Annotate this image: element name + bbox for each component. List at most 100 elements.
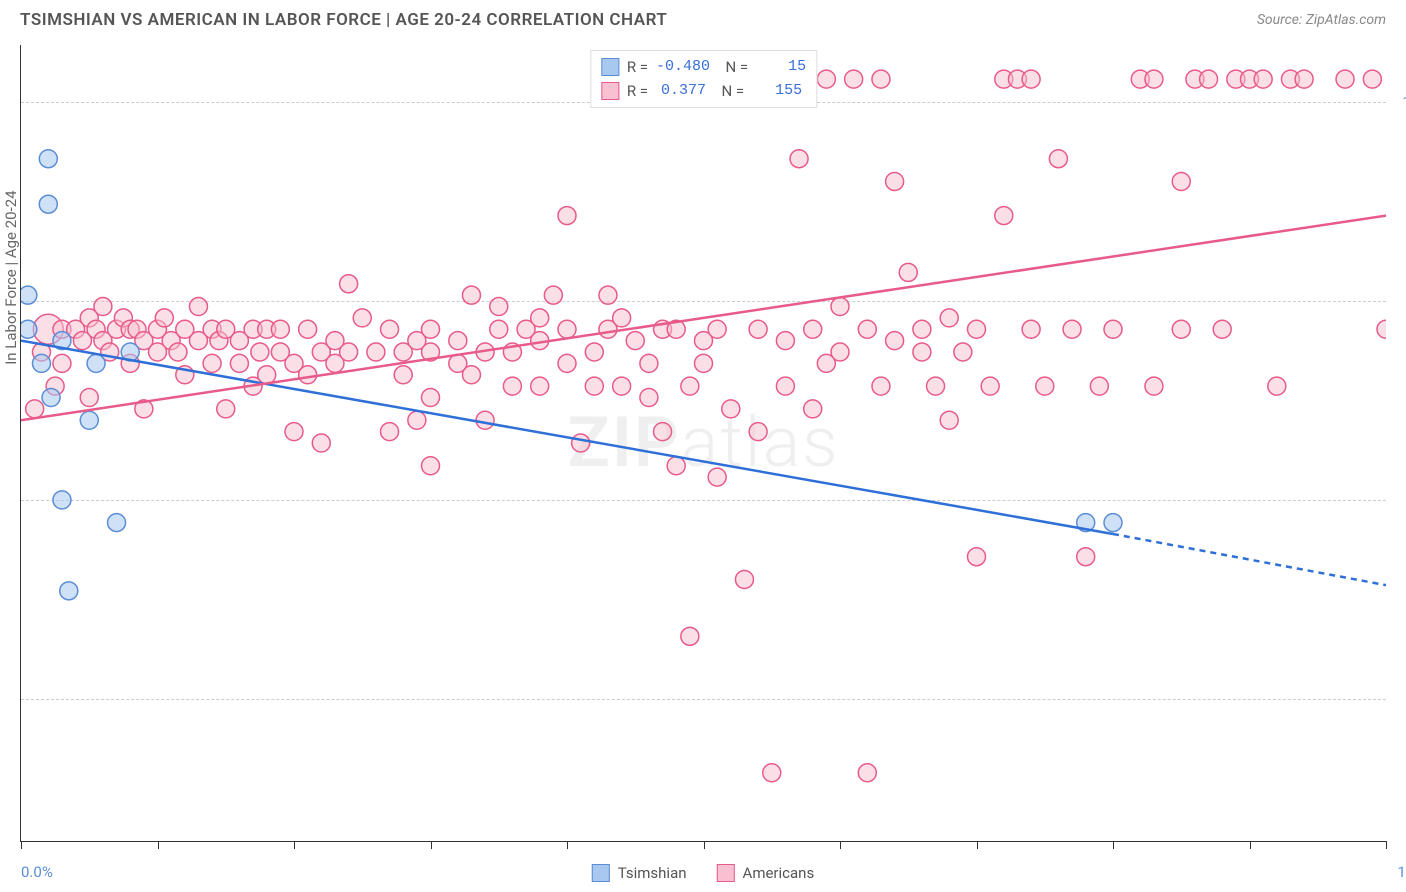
scatter-point [1172,172,1190,190]
scatter-point [1254,70,1272,88]
scatter-point [1200,70,1218,88]
correlation-legend: R = -0.480 N = 15 R = 0.377 N = 155 [590,50,817,108]
scatter-point [21,286,37,304]
x-tick [21,841,22,849]
scatter-point [422,320,440,338]
scatter-point [42,389,60,407]
scatter-point [872,70,890,88]
scatter-point [654,423,672,441]
scatter-point [285,423,303,441]
scatter-point [845,70,863,88]
scatter-point [1036,377,1054,395]
scatter-point [340,343,358,361]
scatter-point [87,354,105,372]
legend-swatch-americans [601,82,619,100]
chart-title: TSIMSHIAN VS AMERICAN IN LABOR FORCE | A… [20,10,667,30]
x-tick [840,841,841,849]
series-legend-item-0: Tsimshian [592,864,687,882]
scatter-point [1336,70,1354,88]
scatter-point [558,207,576,225]
scatter-point [299,320,317,338]
scatter-point [927,377,945,395]
scatter-point [217,400,235,418]
scatter-point [858,320,876,338]
scatter-point [899,263,917,281]
scatter-point [968,320,986,338]
chart-plot-area: In Labor Force | Age 20-24 ZIPatlas R = … [20,45,1386,842]
scatter-point [995,207,1013,225]
scatter-point [558,320,576,338]
scatter-point [572,434,590,452]
scatter-point [544,286,562,304]
scatter-point [340,275,358,293]
scatter-point [1377,320,1386,338]
scatter-point [169,343,187,361]
chart-svg [21,45,1386,841]
scatter-point [381,320,399,338]
scatter-point [53,491,71,509]
scatter-point [353,309,371,327]
y-axis-label: In Labor Force | Age 20-24 [2,190,20,364]
scatter-point [681,627,699,645]
scatter-point [1172,320,1190,338]
scatter-point [954,343,972,361]
series-legend-label-0: Tsimshian [618,864,687,882]
scatter-point [381,423,399,441]
legend-n-label: N = [718,55,748,79]
scatter-point [599,286,617,304]
x-tick [1386,841,1387,849]
regression-line [21,216,1386,421]
x-tick [294,841,295,849]
scatter-point [449,332,467,350]
scatter-point [558,354,576,372]
scatter-point [940,411,958,429]
legend-r-value-1: 0.377 [656,79,706,103]
scatter-point [21,320,37,338]
scatter-point [1077,548,1095,566]
scatter-point [108,514,126,532]
correlation-legend-row-1: R = 0.377 N = 155 [601,79,806,103]
scatter-point [1049,150,1067,168]
scatter-point [26,400,44,418]
scatter-point [913,320,931,338]
scatter-point [422,389,440,407]
scatter-point [708,468,726,486]
scatter-point [1104,320,1122,338]
scatter-point [189,298,207,316]
scatter-point [60,582,78,600]
scatter-point [1022,320,1040,338]
legend-n-label: N = [714,79,744,103]
legend-r-label: R = [627,79,648,103]
scatter-point [258,366,276,384]
x-tick [704,841,705,849]
legend-swatch-tsimshian [592,864,610,882]
legend-r-label: R = [627,55,648,79]
series-legend: Tsimshian Americans [592,864,814,882]
scatter-point [531,377,549,395]
scatter-point [422,457,440,475]
scatter-point [667,457,685,475]
scatter-point [476,411,494,429]
scatter-point [39,195,57,213]
scatter-point [203,354,221,372]
scatter-point [531,309,549,327]
scatter-point [585,343,603,361]
scatter-point [80,389,98,407]
scatter-point [462,366,480,384]
series-legend-label-1: Americans [743,864,815,882]
scatter-point [886,332,904,350]
scatter-point [722,400,740,418]
scatter-point [804,400,822,418]
scatter-point [708,320,726,338]
scatter-point [763,764,781,782]
x-tick [1113,841,1114,849]
scatter-point [749,320,767,338]
scatter-point [776,332,794,350]
scatter-point [155,309,173,327]
scatter-point [251,343,269,361]
scatter-point [1090,377,1108,395]
scatter-point [776,377,794,395]
scatter-point [981,377,999,395]
scatter-point [749,423,767,441]
scatter-point [831,343,849,361]
